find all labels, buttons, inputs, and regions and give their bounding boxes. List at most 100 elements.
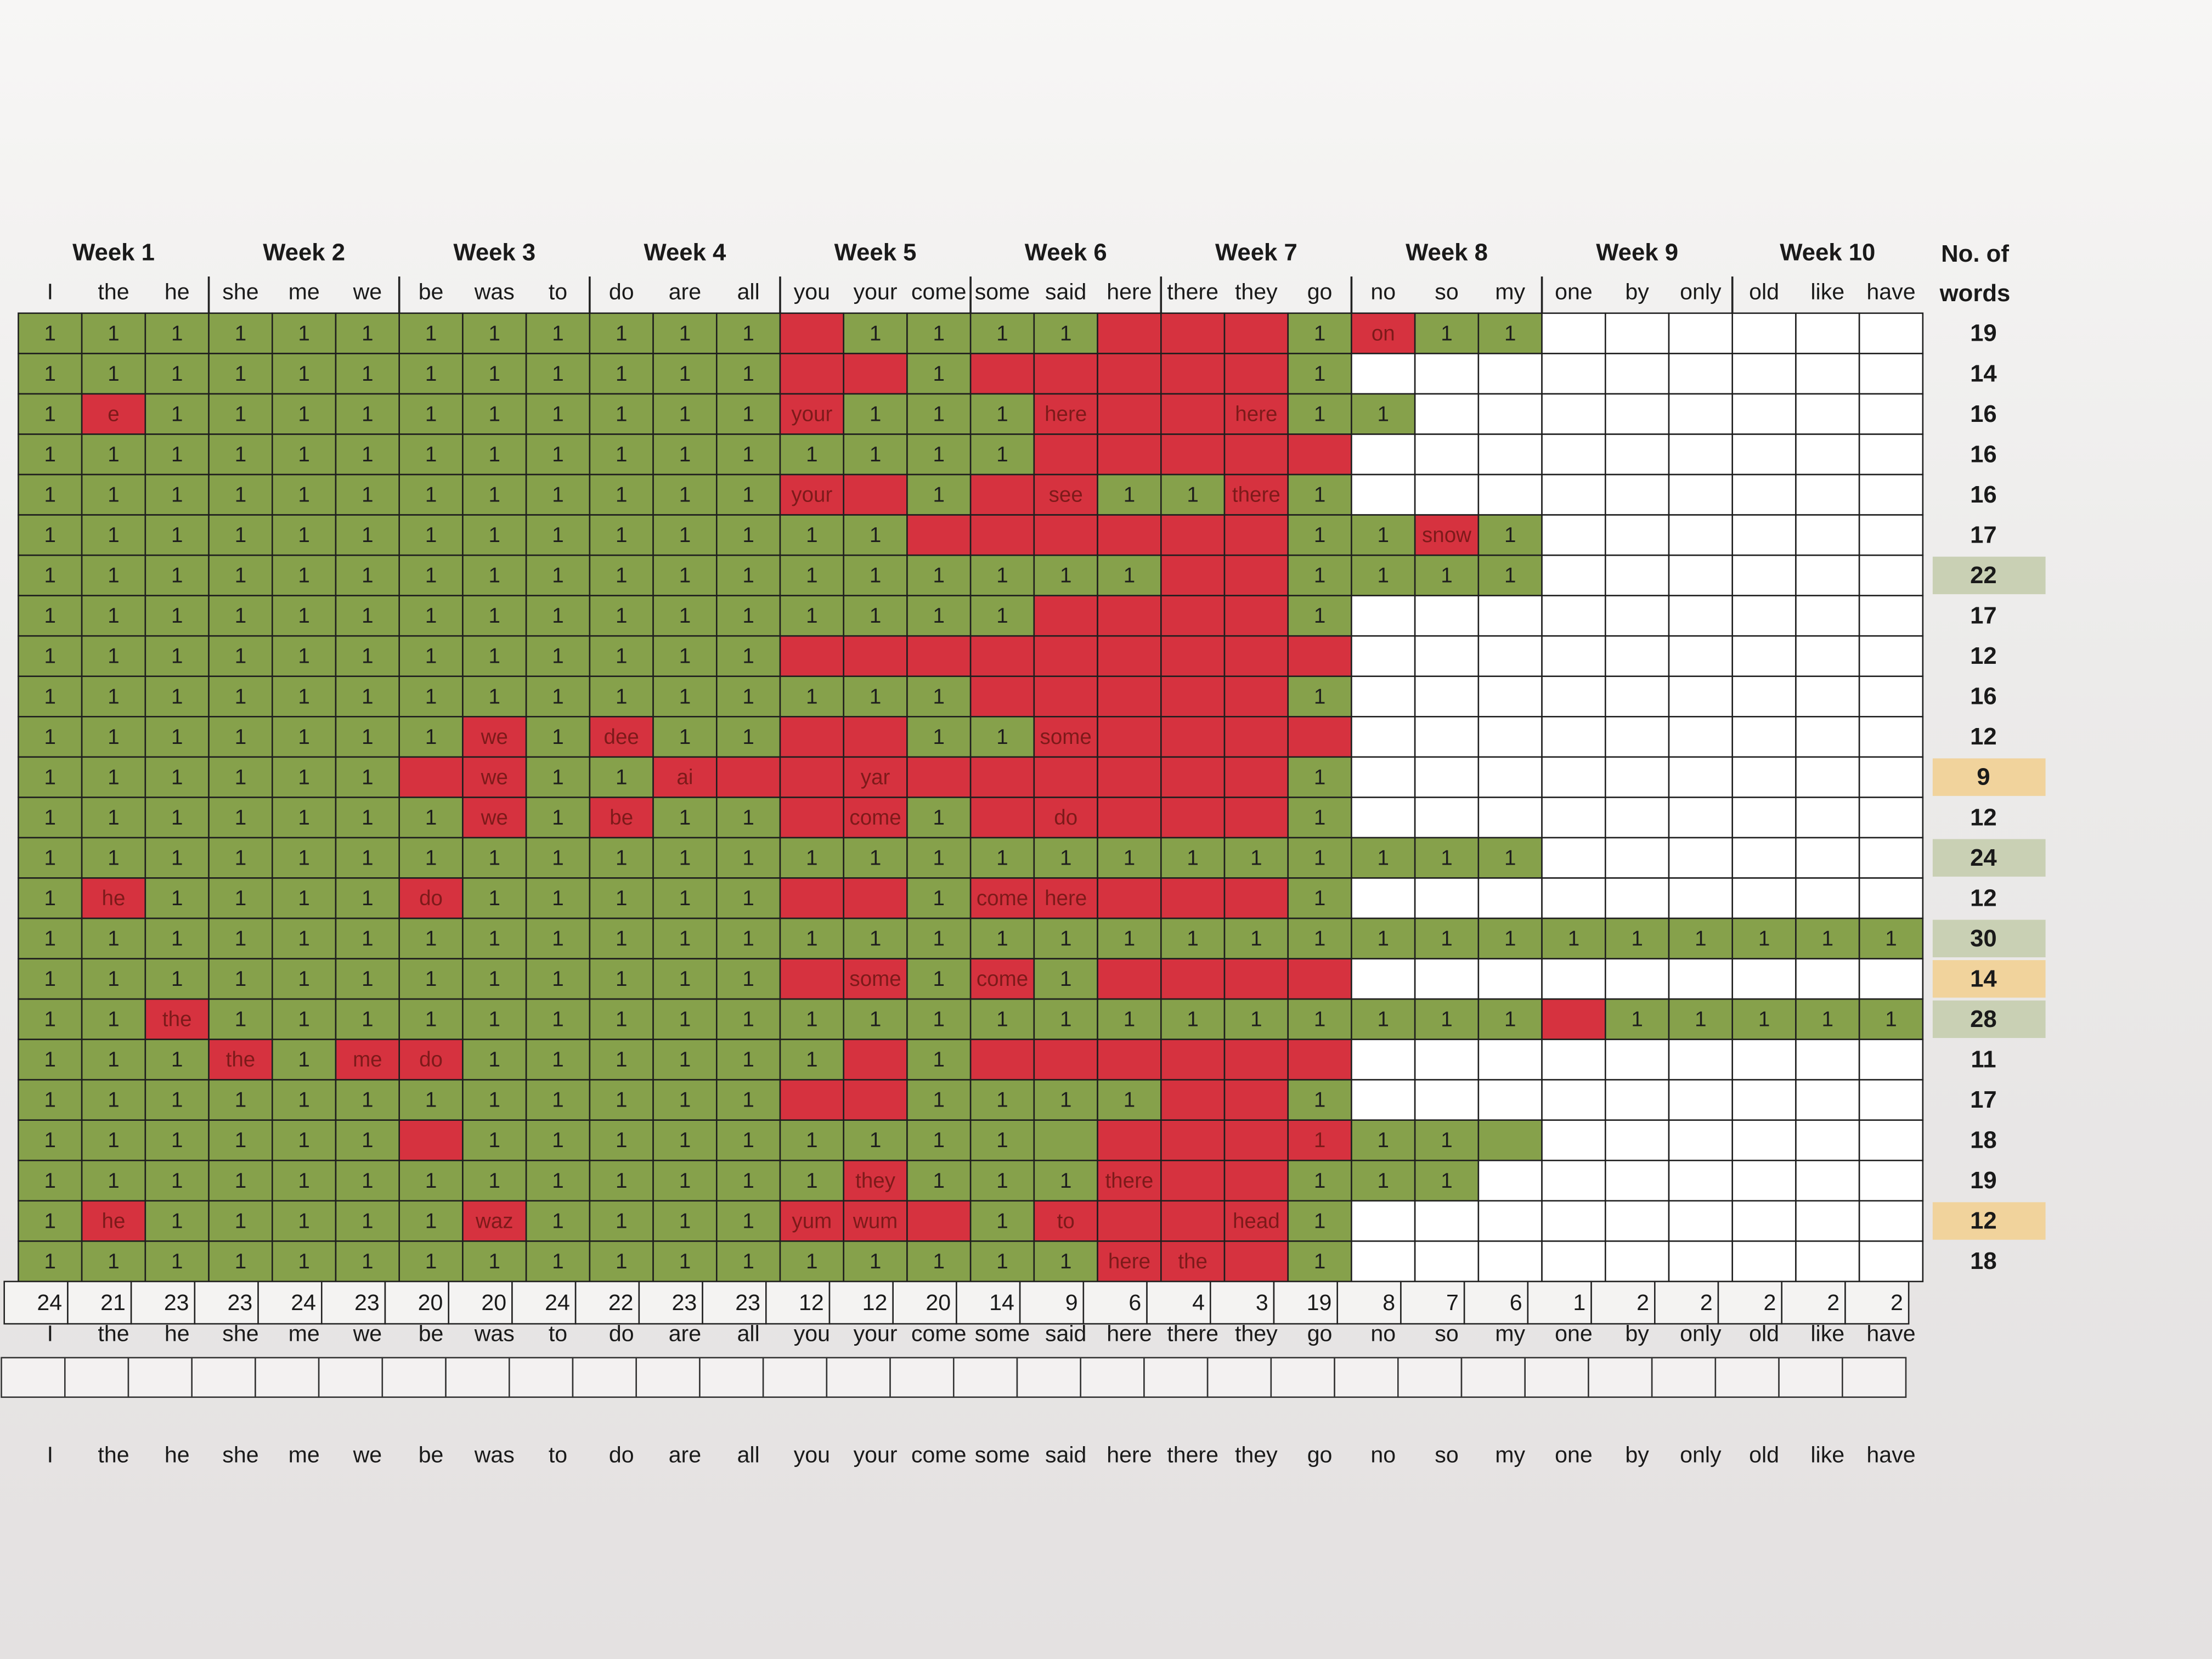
- cell: [1668, 716, 1734, 758]
- cell: [81, 473, 146, 516]
- cell: [1668, 312, 1734, 354]
- cell-text: e: [108, 402, 119, 426]
- cell-text: 1: [298, 1088, 309, 1112]
- cell: [335, 353, 400, 395]
- cell-text: 1: [171, 806, 183, 830]
- cell: [652, 877, 718, 919]
- cell: [1731, 1039, 1797, 1081]
- cell-text: 1: [44, 1048, 56, 1071]
- cell: [1414, 595, 1480, 637]
- cell: [906, 837, 972, 879]
- cell: [462, 514, 527, 556]
- cell-text: 1: [171, 1128, 183, 1152]
- cell-text: 1: [108, 725, 119, 749]
- cell-text: your: [791, 483, 832, 507]
- cell-text: 1: [44, 806, 56, 830]
- cell-text: 1: [108, 846, 119, 870]
- blank-cell: [318, 1357, 383, 1398]
- total-cell: [1146, 1280, 1211, 1325]
- cell: [144, 473, 210, 516]
- cell-text: 1: [171, 765, 183, 789]
- cell: [18, 675, 83, 718]
- cell: [969, 756, 1035, 798]
- word-label: come: [911, 1321, 967, 1346]
- cell-text: 1: [742, 443, 754, 466]
- cell-text: the: [226, 1048, 256, 1071]
- cell-text: 1: [108, 523, 119, 547]
- cell: [1033, 837, 1098, 879]
- cell: [1731, 473, 1797, 516]
- cell-text: 1: [552, 1169, 563, 1193]
- cell: [969, 1079, 1035, 1121]
- cell: [525, 595, 591, 637]
- week-label: Week 5: [834, 239, 917, 266]
- cell: [144, 917, 210, 960]
- cell: [652, 393, 718, 435]
- cell: [1477, 797, 1543, 839]
- cell: [144, 837, 210, 879]
- cell: [1033, 473, 1098, 516]
- cell-text: 1: [552, 725, 563, 749]
- cell-text: 1: [870, 321, 881, 345]
- cell-text: 1: [806, 564, 817, 588]
- word-label: old: [1749, 1321, 1779, 1346]
- cell-text: 1: [298, 604, 309, 628]
- cell-text: 1: [742, 887, 754, 910]
- cell: [1223, 554, 1289, 596]
- cell: [1858, 958, 1924, 1000]
- cell-text: 1: [1885, 1008, 1897, 1031]
- total: 6: [1510, 1290, 1522, 1315]
- cell-text: on: [1372, 321, 1395, 345]
- cell: [716, 554, 781, 596]
- cell: [1223, 1119, 1289, 1161]
- cell: [1223, 1240, 1289, 1283]
- word-label: some: [975, 1442, 1030, 1468]
- blank-cell: [1524, 1357, 1589, 1398]
- word-label: you: [794, 1321, 830, 1346]
- cell: [1668, 393, 1734, 435]
- word-label: he: [165, 1321, 190, 1346]
- cell-text: 1: [362, 846, 373, 870]
- cell-text: 1: [362, 806, 373, 830]
- cell: [1477, 998, 1543, 1040]
- cell: [525, 1079, 591, 1121]
- cell-text: 1: [679, 927, 691, 951]
- cell: [1414, 1039, 1480, 1081]
- cell: [1351, 353, 1416, 395]
- cell: [589, 1200, 654, 1242]
- cell: [779, 1119, 844, 1161]
- week-label: Week 6: [1025, 239, 1107, 266]
- cell-text: 1: [44, 483, 56, 507]
- cell: [18, 797, 83, 839]
- cell-text: 1: [742, 1250, 754, 1273]
- cell-text: 1: [235, 321, 246, 345]
- word-label: the: [98, 1442, 129, 1468]
- cell: [1731, 1240, 1797, 1283]
- cell: [1160, 514, 1226, 556]
- cell-text: 1: [616, 402, 627, 426]
- cell: [1351, 595, 1416, 637]
- cell: [1033, 353, 1098, 395]
- cell-text: 1: [362, 362, 373, 386]
- cell-text: 1: [44, 645, 56, 668]
- cell: [1351, 837, 1416, 879]
- cell-text: 1: [298, 725, 309, 749]
- cell: [1223, 1159, 1289, 1202]
- cell-text: 1: [235, 1128, 246, 1152]
- count-highlight: [1932, 1000, 2046, 1039]
- blank-cell: [1, 1357, 66, 1398]
- cell-text: 1: [742, 564, 754, 588]
- cell: [1414, 837, 1480, 879]
- cell-text: 1: [1060, 1250, 1071, 1273]
- cell: [335, 1200, 400, 1242]
- cell: [1414, 635, 1480, 678]
- cell-text: 1: [806, 443, 817, 466]
- cell: [1414, 353, 1480, 395]
- cell-text: 1: [616, 765, 627, 789]
- cell: [843, 1039, 908, 1081]
- cell: [969, 554, 1035, 596]
- cell: [272, 1159, 337, 1202]
- cell-text: 1: [552, 1209, 563, 1233]
- cell: [335, 756, 400, 798]
- cell: [462, 998, 527, 1040]
